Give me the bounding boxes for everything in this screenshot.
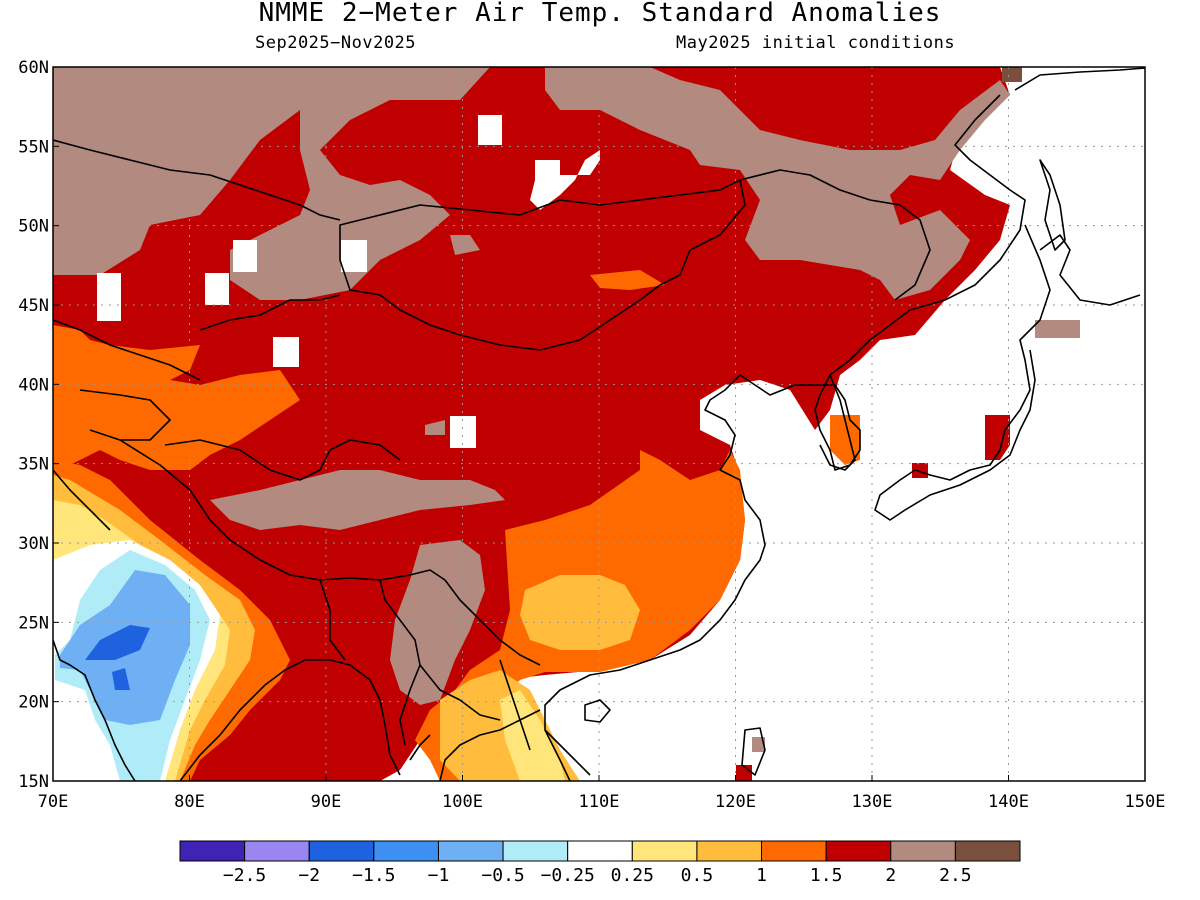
anomaly-region-2p5-tibet — [210, 470, 505, 530]
colorbar-swatch — [761, 840, 827, 862]
coastline-hainan — [584, 699, 611, 723]
colorbar-swatch — [890, 840, 956, 862]
colorbar: −2.5 −2 −1.5 −1 −0.5 −0.25 0.25 0.5 1 1.5 2 2.5 — [179, 840, 1021, 886]
lon-tick-label: 120E — [715, 792, 756, 812]
lon-tick-label: 80E — [174, 792, 205, 812]
anomaly-region-3 — [1002, 67, 1022, 82]
lat-tick-label: 15N — [18, 772, 49, 792]
lon-axis: 70E 80E 90E 100E 110E 120E 130E 140E 150E — [38, 775, 1166, 812]
coastline-china — [544, 67, 1145, 781]
anomaly-region-m1-india-2 — [112, 668, 130, 690]
colorbar-swatch — [567, 840, 633, 862]
colorbar-swatch — [308, 840, 375, 862]
colorbar-swatch — [437, 840, 504, 862]
colorbar-label: −1 — [428, 865, 450, 886]
colorbar-swatch — [696, 840, 763, 862]
missing-cell — [233, 240, 257, 272]
coastlines-borders — [53, 67, 1145, 781]
border-kazakhstan-china — [199, 294, 341, 331]
colorbar-label: 0.5 — [681, 865, 714, 886]
lat-tick-label: 20N — [18, 693, 49, 713]
lon-tick-label: 150E — [1125, 792, 1166, 812]
colorbar-label: −2 — [298, 865, 320, 886]
gridlines — [53, 67, 1145, 781]
border-kazakhstan-russia — [53, 139, 341, 221]
border-southeast — [459, 659, 531, 751]
anomaly-region-2p5-yakutia — [545, 67, 1010, 300]
missing-cell — [205, 273, 229, 305]
border-northeast-china — [739, 169, 931, 301]
anomaly-region-2p5-taiwan — [752, 737, 765, 752]
anomaly-region-2p5-tarim — [425, 420, 445, 435]
anomaly-region-2-japan — [985, 415, 1010, 460]
coastline-korea — [819, 374, 856, 471]
colorbar-swatch — [954, 840, 1021, 862]
missing-cell — [341, 240, 367, 272]
anomaly-region-2p5-mongolia — [450, 235, 480, 255]
lat-tick-label: 35N — [18, 455, 49, 475]
initial-conditions: May2025 initial conditions — [676, 33, 956, 53]
coastline-sakhalin — [1039, 159, 1066, 251]
lon-tick-label: 130E — [852, 792, 893, 812]
colorbar-swatch — [502, 840, 569, 862]
anomaly-region-2p5-japan — [1035, 320, 1080, 338]
colorbar-swatch — [631, 840, 698, 862]
lat-tick-label: 60N — [18, 58, 49, 78]
colorbar-swatch — [179, 840, 246, 862]
colorbar-label: 2 — [885, 865, 896, 886]
colorbar-label: 1.5 — [810, 865, 843, 886]
coastline-taiwan — [741, 727, 766, 776]
anomaly-region-1p5-qinghai — [590, 270, 665, 290]
colorbar-label: 0.25 — [611, 865, 654, 886]
lat-tick-label: 30N — [18, 534, 49, 554]
colorbar-swatch — [244, 840, 310, 862]
border-india-pakistan — [53, 469, 111, 531]
lat-tick-label: 50N — [18, 217, 49, 237]
missing-cell — [97, 273, 121, 321]
colorbar-label: 2.5 — [939, 865, 972, 886]
colorbar-label: −0.5 — [481, 865, 524, 886]
border-myanmar — [319, 579, 541, 746]
colorbar-label: −0.25 — [541, 865, 595, 886]
border-himalaya — [119, 439, 446, 581]
lat-axis: 15N 20N 25N 30N 35N 40N 45N 50N 55N 60N — [18, 58, 59, 792]
anomaly-region-2-kyushu — [912, 463, 928, 478]
lat-tick-label: 45N — [18, 296, 49, 316]
lon-tick-label: 70E — [38, 792, 69, 812]
missing-cell-baikal — [530, 150, 600, 210]
lon-tick-label: 140E — [988, 792, 1029, 812]
colorbar-swatch — [373, 840, 439, 862]
colorbar-label: −2.5 — [223, 865, 266, 886]
anomaly-field — [53, 67, 1145, 781]
anomaly-region-0p5-indochina — [500, 690, 565, 781]
missing-cell — [450, 416, 476, 448]
coastline-japan — [874, 224, 1141, 521]
lat-tick-label: 55N — [18, 137, 49, 157]
colorbar-label: −1.5 — [352, 865, 395, 886]
border-tibet — [164, 439, 401, 481]
missing-cell — [478, 115, 502, 145]
colorbar-swatch — [825, 840, 892, 862]
colorbar-label: 1 — [756, 865, 767, 886]
missing-cell — [273, 337, 299, 367]
lon-tick-label: 90E — [311, 792, 342, 812]
coastline-india — [53, 639, 431, 781]
anomaly-region-1-china — [520, 575, 640, 650]
lat-tick-label: 40N — [18, 375, 49, 395]
lat-tick-label: 25N — [18, 613, 49, 633]
anomaly-region-2p5-north — [230, 67, 490, 300]
border-mongolia — [339, 179, 746, 351]
anomaly-region-1p5-westasia — [53, 325, 300, 470]
lon-tick-label: 100E — [442, 792, 483, 812]
lon-tick-label: 110E — [579, 792, 620, 812]
chart-title: NMME 2−Meter Air Temp. Standard Anomalie… — [258, 0, 942, 28]
anomaly-region-m1-india — [85, 625, 150, 660]
forecast-period: Sep2025−Nov2025 — [255, 33, 417, 53]
